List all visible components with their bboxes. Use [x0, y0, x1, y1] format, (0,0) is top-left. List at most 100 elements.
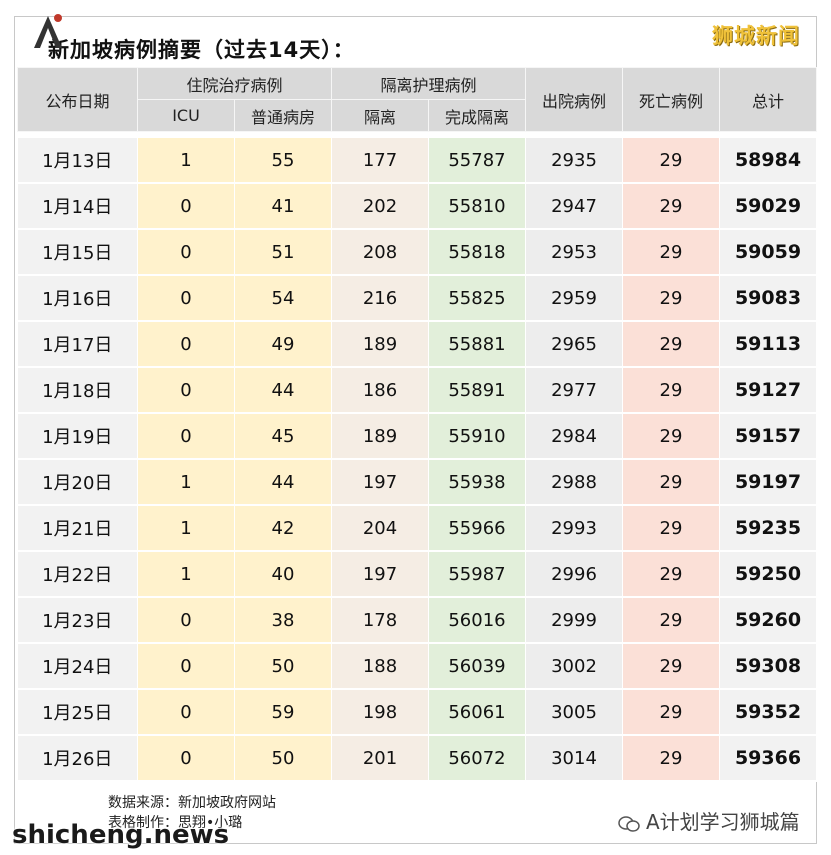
cell-death: 29 [622, 138, 720, 184]
cell-done: 55787 [428, 138, 526, 184]
cell-date: 1月17日 [17, 321, 138, 368]
cell-death: 29 [622, 183, 720, 230]
cell-iso: 201 [331, 735, 429, 782]
cell-icu: 1 [137, 459, 235, 506]
cell-ward: 38 [234, 597, 332, 644]
cell-dis: 2993 [525, 505, 623, 552]
cell-icu: 1 [137, 505, 235, 552]
cell-iso: 197 [331, 551, 429, 598]
cell-date: 1月22日 [17, 551, 138, 598]
cell-done: 56016 [428, 597, 526, 644]
cell-total: 59029 [719, 183, 817, 230]
data-source: 数据来源：新加坡政府网站 [108, 795, 276, 811]
cell-icu: 0 [137, 367, 235, 414]
cell-icu: 0 [137, 597, 235, 644]
cell-total: 59352 [719, 689, 817, 736]
table-row: 1月13日 1 55 177 55787 2935 29 58984 [17, 138, 817, 184]
cell-ward: 51 [234, 229, 332, 276]
cell-done: 56061 [428, 689, 526, 736]
cell-dis: 2988 [525, 459, 623, 506]
header-total: 总计 [719, 67, 817, 132]
cell-ward: 44 [234, 459, 332, 506]
cell-date: 1月20日 [17, 459, 138, 506]
cell-ward: 55 [234, 138, 332, 184]
table-row: 1月21日 1 42 204 55966 2993 29 59235 [17, 505, 817, 552]
cell-iso: 189 [331, 413, 429, 460]
cell-done: 55987 [428, 551, 526, 598]
cell-done: 55891 [428, 367, 526, 414]
cell-iso: 177 [331, 138, 429, 184]
cell-death: 29 [622, 321, 720, 368]
cell-dis: 2947 [525, 183, 623, 230]
cell-done: 55938 [428, 459, 526, 506]
cell-date: 1月16日 [17, 275, 138, 322]
cell-dis: 2996 [525, 551, 623, 598]
table-credit: 表格制作：思翔•小璐 [108, 815, 243, 831]
cell-death: 29 [622, 551, 720, 598]
cell-iso: 188 [331, 643, 429, 690]
table-row: 1月18日 0 44 186 55891 2977 29 59127 [17, 367, 817, 414]
cell-done: 55810 [428, 183, 526, 230]
cell-dis: 3002 [525, 643, 623, 690]
table-row: 1月20日 1 44 197 55938 2988 29 59197 [17, 459, 817, 506]
cell-ward: 42 [234, 505, 332, 552]
cell-icu: 0 [137, 413, 235, 460]
cell-done: 55910 [428, 413, 526, 460]
cell-iso: 208 [331, 229, 429, 276]
cell-death: 29 [622, 367, 720, 414]
cell-total: 59113 [719, 321, 817, 368]
cell-ward: 41 [234, 183, 332, 230]
header-hospital: 住院治疗病例 [137, 67, 332, 100]
cell-dis: 2953 [525, 229, 623, 276]
cell-death: 29 [622, 275, 720, 322]
cell-ward: 45 [234, 413, 332, 460]
header-date: 公布日期 [17, 67, 138, 132]
cell-date: 1月25日 [17, 689, 138, 736]
cell-death: 29 [622, 505, 720, 552]
cell-death: 29 [622, 597, 720, 644]
page-title: 新加坡病例摘要（过去14天）： [48, 38, 355, 62]
cell-icu: 0 [137, 321, 235, 368]
cell-ward: 59 [234, 689, 332, 736]
cell-dis: 3005 [525, 689, 623, 736]
cell-dis: 2965 [525, 321, 623, 368]
cell-dis: 2999 [525, 597, 623, 644]
cell-total: 59083 [719, 275, 817, 322]
case-summary-table: 公布日期 住院治疗病例 隔离护理病例 出院病例 死亡病例 总计 ICU 普通病房… [17, 67, 817, 782]
cell-death: 29 [622, 735, 720, 782]
cell-done: 55818 [428, 229, 526, 276]
cell-total: 59308 [719, 643, 817, 690]
table-row: 1月24日 0 50 188 56039 3002 29 59308 [17, 643, 817, 690]
cell-icu: 0 [137, 183, 235, 230]
cell-date: 1月26日 [17, 735, 138, 782]
watermark: shicheng.news [12, 820, 230, 850]
cell-total: 59127 [719, 367, 817, 414]
cell-date: 1月14日 [17, 183, 138, 230]
cell-icu: 0 [137, 229, 235, 276]
cell-date: 1月19日 [17, 413, 138, 460]
wechat-icon [618, 815, 640, 832]
header-isolation-group: 隔离护理病例 [331, 67, 526, 100]
table-row: 1月19日 0 45 189 55910 2984 29 59157 [17, 413, 817, 460]
logo-icon [34, 14, 62, 48]
cell-total: 59157 [719, 413, 817, 460]
header-discharged: 出院病例 [525, 67, 623, 132]
cell-done: 56039 [428, 643, 526, 690]
cell-done: 56072 [428, 735, 526, 782]
cell-icu: 0 [137, 275, 235, 322]
cell-iso: 202 [331, 183, 429, 230]
cell-iso: 216 [331, 275, 429, 322]
table-row: 1月14日 0 41 202 55810 2947 29 59029 [17, 183, 817, 230]
cell-date: 1月21日 [17, 505, 138, 552]
cell-done: 55881 [428, 321, 526, 368]
cell-death: 29 [622, 643, 720, 690]
table-row: 1月15日 0 51 208 55818 2953 29 59059 [17, 229, 817, 276]
cell-ward: 40 [234, 551, 332, 598]
header-ward: 普通病房 [234, 99, 332, 132]
table-row: 1月23日 0 38 178 56016 2999 29 59260 [17, 597, 817, 644]
cell-done: 55825 [428, 275, 526, 322]
header-isolation: 隔离 [331, 99, 429, 132]
cell-icu: 0 [137, 735, 235, 782]
cell-iso: 186 [331, 367, 429, 414]
header-icu: ICU [137, 99, 235, 132]
